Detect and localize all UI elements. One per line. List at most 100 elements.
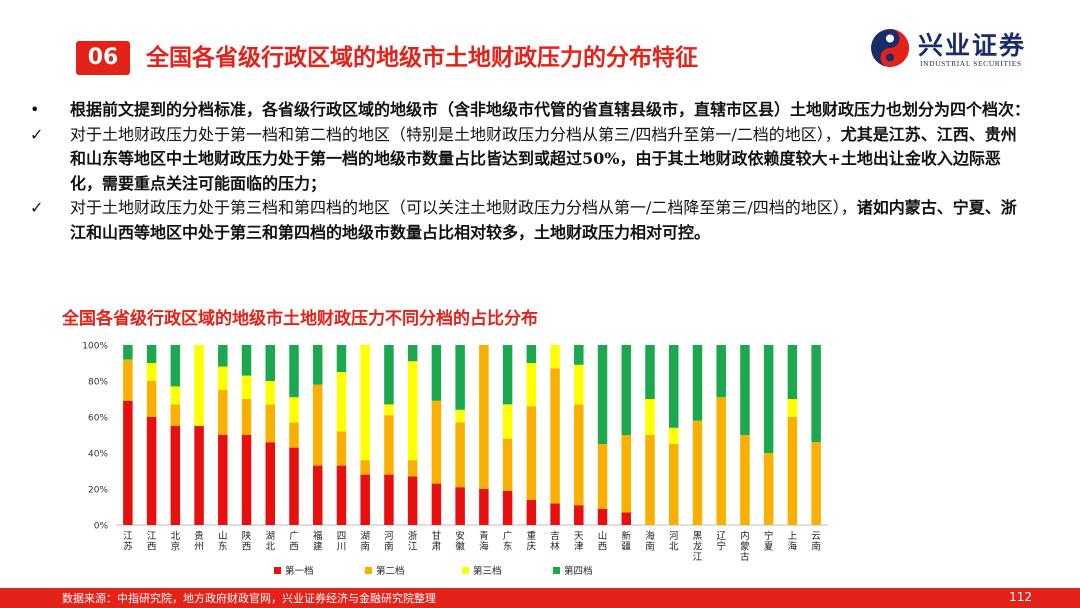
- bar-segment-4: [431, 345, 442, 401]
- x-tick-label: 西: [242, 542, 252, 553]
- bar-segment-1: [621, 512, 632, 525]
- bar-segment-3: [218, 366, 228, 390]
- bar-segment-3: [170, 386, 181, 405]
- bar-segment-1: [479, 489, 489, 525]
- bar-segment-2: [312, 384, 323, 466]
- bar-segment-1: [170, 426, 181, 525]
- y-tick-label: 0%: [94, 522, 109, 532]
- x-tick-label: 江: [123, 531, 133, 542]
- bar-segment-3: [668, 427, 679, 444]
- bar-segment-3: [455, 409, 465, 423]
- bar-segment-2: [170, 404, 181, 426]
- x-tick-label: 北: [266, 542, 276, 553]
- legend-label: 第一档: [285, 565, 314, 577]
- section-number-badge: 06: [76, 41, 130, 75]
- x-tick-label: 广: [289, 530, 299, 542]
- x-tick-label: 疆: [622, 542, 632, 553]
- chart-title: 全国各省级行政区域的地级市土地财政压力不同分档的占比分布: [62, 309, 538, 329]
- x-tick-label: 西: [289, 542, 299, 553]
- bar-segment-1: [526, 499, 537, 525]
- x-tick-label: 黑: [693, 531, 703, 542]
- bar-segment-2: [787, 417, 798, 525]
- x-tick-label: 龙: [693, 541, 703, 553]
- bar-segment-2: [716, 397, 726, 525]
- bar-segment-1: [431, 483, 442, 525]
- x-tick-label: 东: [503, 541, 513, 553]
- bar-segment-2: [526, 406, 537, 500]
- x-tick-label: 川: [337, 542, 347, 553]
- x-tick-label: 肃: [432, 541, 442, 553]
- x-tick-label: 南: [811, 541, 821, 553]
- bar-segment-4: [716, 345, 726, 398]
- x-tick-label: 北: [171, 531, 181, 542]
- x-tick-label: 海: [788, 541, 798, 553]
- x-tick-label: 青: [479, 530, 489, 542]
- bar-segment-1: [289, 447, 299, 525]
- x-tick-label: 北: [669, 542, 679, 553]
- y-tick-label: 40%: [88, 450, 108, 460]
- bar-segment-1: [336, 465, 347, 525]
- x-tick-label: 京: [171, 541, 181, 553]
- check-paragraph-2: ✓ 对于土地财政压力处于第一档和第二档的地区（特别是土地财政压力分档从第三/四档…: [30, 123, 1030, 197]
- x-tick-label: 南: [645, 541, 655, 553]
- x-tick-label: 山: [598, 531, 608, 542]
- bar-segment-2: [502, 438, 513, 491]
- bar-segment-4: [811, 345, 821, 443]
- bar-segment-2: [146, 381, 157, 417]
- bar-segment-2: [289, 422, 299, 448]
- y-tick-label: 20%: [88, 486, 108, 496]
- paragraph-2-bold: 尤其是江苏、江西、贵州和山东等地区中土地财政压力处于第一档的地级市数量占比皆达到…: [70, 124, 1017, 193]
- bar-segment-4: [668, 345, 679, 428]
- legend-swatch: [553, 567, 560, 574]
- checkmark-icon: ✓: [30, 198, 44, 217]
- x-tick-label: 甘: [432, 530, 442, 542]
- x-tick-label: 海: [479, 541, 489, 553]
- x-tick-label: 徽: [455, 541, 465, 553]
- x-tick-label: 湖: [360, 531, 370, 542]
- x-tick-label: 庆: [527, 541, 537, 553]
- company-logo: 兴业证券 INDUSTRIAL SECURITIES: [870, 26, 1060, 74]
- bar-segment-1: [194, 426, 204, 525]
- bar-segment-1: [597, 508, 608, 525]
- paragraph-3-normal: 对于土地财政压力处于第三档和第四档的地区（可以关注土地财政压力分档从第一/二档降…: [70, 198, 857, 217]
- bar-segment-2: [621, 435, 632, 513]
- bar-segment-2: [668, 444, 679, 525]
- check-paragraph-3: ✓ 对于土地财政压力处于第三档和第四档的地区（可以关注土地财政压力分档从第一/二…: [30, 196, 1030, 245]
- bar-segment-4: [455, 345, 465, 410]
- x-tick-label: 广: [503, 530, 513, 542]
- bar-segment-1: [312, 465, 323, 525]
- legend-label: 第三档: [473, 565, 502, 577]
- bar-segment-4: [692, 345, 703, 421]
- bar-segment-4: [787, 345, 798, 399]
- y-tick-label: 100%: [82, 342, 108, 352]
- bar-segment-2: [123, 359, 133, 401]
- legend-label: 第四档: [564, 565, 593, 577]
- legend-swatch: [274, 567, 281, 574]
- x-tick-label: 西: [147, 542, 157, 553]
- x-tick-label: 东: [218, 541, 228, 553]
- x-tick-label: 苏: [123, 541, 133, 553]
- bar-segment-2: [455, 422, 465, 488]
- paragraph-2-normal: 对于土地财政压力处于第一档和第二档的地区（特别是土地财政压力分档从第三/四档升至…: [70, 124, 841, 144]
- x-tick-label: 津: [574, 542, 584, 553]
- bullet-icon: •: [30, 100, 40, 119]
- bar-segment-3: [574, 364, 584, 405]
- x-tick-label: 宁: [716, 541, 726, 553]
- bar-segment-2: [740, 435, 750, 525]
- legend-swatch: [365, 567, 372, 574]
- bar-segment-4: [218, 345, 228, 367]
- bar-segment-3: [787, 399, 798, 417]
- footer-bar: 数据来源：中指研究院，地方政府财政官网，兴业证券经济与金融研究院整理 112: [0, 588, 1080, 608]
- bar-segment-1: [550, 503, 560, 525]
- x-tick-label: 江: [147, 531, 157, 542]
- bar-segment-2: [360, 460, 370, 475]
- bar-segment-3: [502, 404, 513, 439]
- x-tick-label: 内: [740, 530, 750, 542]
- x-tick-label: 夏: [764, 542, 774, 553]
- bar-segment-2: [763, 453, 774, 525]
- x-tick-label: 江: [693, 552, 703, 563]
- bar-segment-4: [336, 345, 347, 372]
- legend-label: 第二档: [376, 565, 405, 577]
- paragraph-3-bold: 诸如内蒙古、宁夏、浙江和山西等地区中处于第三和第四档的地级市数量占比相对较多，土…: [70, 198, 1017, 242]
- bar-segment-3: [360, 345, 370, 461]
